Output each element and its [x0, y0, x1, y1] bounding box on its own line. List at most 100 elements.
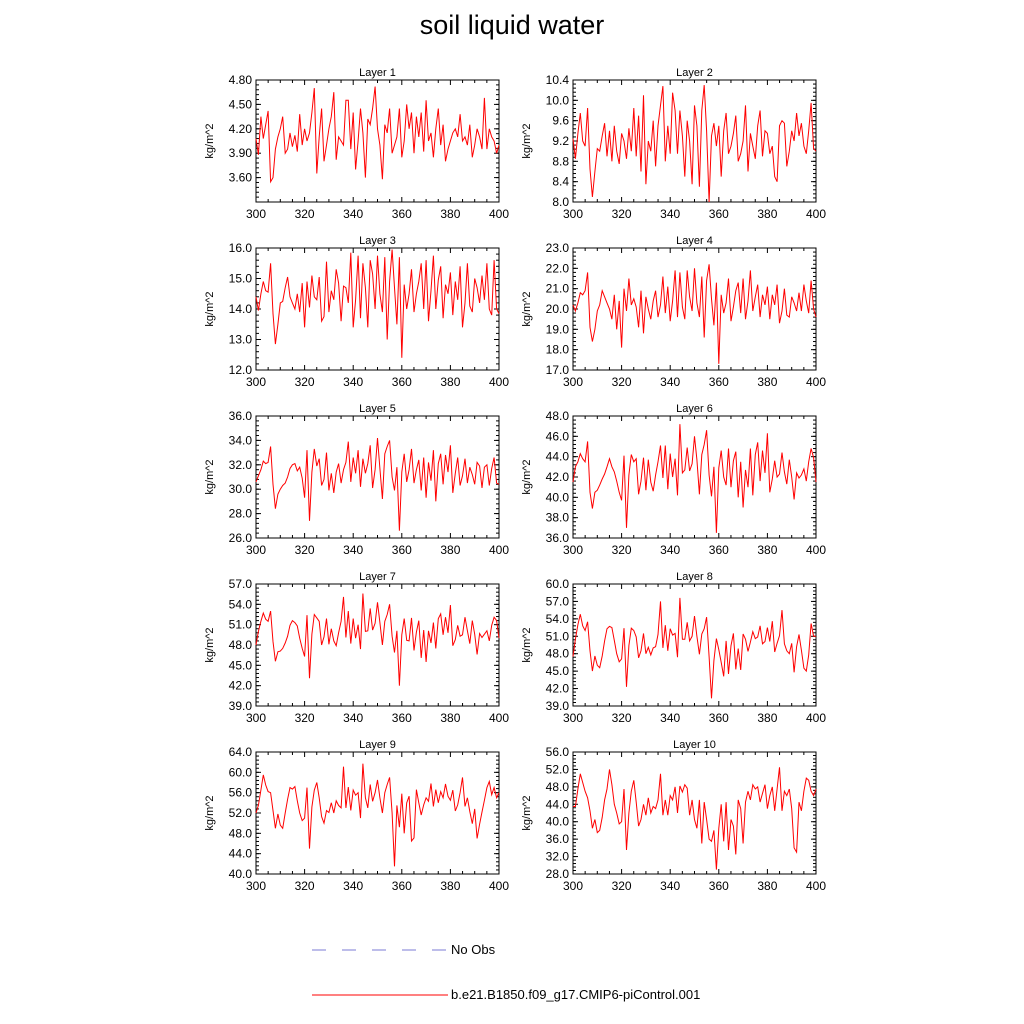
y-tick-label: 57.0: [546, 594, 570, 608]
x-tick-label: 400: [489, 879, 509, 893]
x-tick-label: 300: [563, 375, 583, 389]
x-tick-label: 380: [440, 543, 460, 557]
y-axis-label: kg/m^2: [204, 291, 216, 326]
series-line: [255, 593, 500, 686]
legend-label-model: b.e21.B1850.f09_g17.CMIP6-piControl.001: [451, 987, 700, 1002]
y-tick-label: 26.0: [229, 531, 253, 545]
y-tick-label: 48.0: [546, 409, 570, 423]
series-line: [572, 85, 817, 203]
y-tick-label: 48.0: [229, 638, 253, 652]
panel-title: Layer 8: [676, 571, 713, 583]
panel-6: Layer 6 kg/m^2 300 320 340 360 380 400 36.0 38.0 4…: [521, 403, 826, 557]
x-tick-label: 300: [563, 207, 583, 221]
x-tick-label: 320: [612, 879, 632, 893]
plot-frame: [255, 751, 500, 875]
x-tick-label: 360: [709, 711, 729, 725]
panel-3: Layer 3 kg/m^2 300 320 340 360 380 400 12.0 13.0 1…: [204, 235, 509, 389]
panel-title: Layer 1: [359, 67, 396, 79]
x-tick-label: 380: [757, 879, 777, 893]
y-axis-label: kg/m^2: [204, 123, 216, 158]
x-tick-label: 380: [440, 207, 460, 221]
series-line: [572, 264, 817, 364]
y-axis-label: kg/m^2: [521, 459, 533, 494]
y-tick-label: 9.2: [552, 134, 569, 148]
x-tick-label: 320: [295, 879, 315, 893]
panel-title: Layer 7: [359, 571, 396, 583]
y-tick-label: 10.4: [546, 73, 570, 87]
x-tick-label: 340: [343, 711, 363, 725]
y-tick-label: 21.0: [546, 282, 570, 296]
x-tick-label: 320: [295, 207, 315, 221]
x-tick-label: 360: [392, 207, 412, 221]
y-tick-label: 40.0: [546, 490, 570, 504]
panel-9: Layer 9 kg/m^2 300 320 340 360 380 400 40.0 44.0 4…: [204, 739, 509, 893]
series-line: [255, 437, 500, 531]
y-tick-label: 4.20: [229, 122, 253, 136]
legend-label-no-obs: No Obs: [451, 942, 496, 957]
x-tick-label: 320: [295, 543, 315, 557]
series-line: [572, 597, 816, 699]
y-tick-label: 8.8: [552, 154, 569, 168]
y-axis-label: kg/m^2: [521, 123, 533, 158]
panel-2: Layer 2 kg/m^2 300 320 340 360 380 400 8.0 8.4 8.8…: [521, 67, 826, 221]
x-tick-label: 400: [806, 543, 826, 557]
y-tick-label: 12.0: [229, 363, 253, 377]
x-tick-label: 380: [757, 543, 777, 557]
y-tick-label: 10.0: [546, 93, 570, 107]
x-tick-label: 380: [757, 207, 777, 221]
y-tick-label: 52.0: [546, 762, 570, 776]
x-tick-label: 360: [709, 207, 729, 221]
legend: No Obs b.e21.B1850.f09_g17.CMIP6-piContro…: [312, 942, 700, 1002]
x-tick-label: 360: [709, 375, 729, 389]
y-tick-label: 28.0: [546, 867, 570, 881]
y-tick-label: 46.0: [546, 429, 570, 443]
x-tick-label: 360: [709, 879, 729, 893]
y-axis-label: kg/m^2: [521, 627, 533, 662]
y-tick-label: 34.0: [229, 433, 253, 447]
x-tick-label: 360: [709, 543, 729, 557]
panel-title: Layer 6: [676, 403, 713, 415]
y-tick-label: 18.0: [546, 343, 570, 357]
x-tick-label: 380: [757, 375, 777, 389]
y-tick-label: 42.0: [546, 682, 570, 696]
y-tick-label: 28.0: [229, 507, 253, 521]
panel-title: Layer 10: [673, 739, 716, 751]
series-line: [255, 86, 500, 184]
figure-title: soil liquid water: [419, 10, 605, 40]
y-tick-label: 51.0: [546, 629, 570, 643]
x-tick-label: 360: [392, 711, 412, 725]
x-tick-label: 400: [806, 375, 826, 389]
y-tick-label: 48.0: [229, 826, 253, 840]
y-tick-label: 42.0: [229, 679, 253, 693]
y-axis-label: kg/m^2: [204, 459, 216, 494]
x-tick-label: 300: [246, 711, 266, 725]
y-tick-label: 52.0: [229, 806, 253, 820]
x-tick-label: 360: [392, 543, 412, 557]
x-tick-label: 340: [343, 879, 363, 893]
x-tick-label: 300: [563, 543, 583, 557]
y-tick-label: 45.0: [229, 658, 253, 672]
panel-title: Layer 3: [359, 235, 396, 247]
x-tick-label: 360: [392, 375, 412, 389]
x-tick-label: 320: [295, 375, 315, 389]
y-tick-label: 48.0: [546, 780, 570, 794]
x-tick-label: 320: [612, 711, 632, 725]
x-tick-label: 300: [246, 207, 266, 221]
y-tick-label: 14.0: [229, 302, 253, 316]
panel-title: Layer 2: [676, 67, 713, 79]
x-tick-label: 340: [343, 207, 363, 221]
x-tick-label: 400: [489, 207, 509, 221]
x-tick-label: 340: [660, 543, 680, 557]
series-line: [572, 424, 817, 533]
y-tick-label: 3.90: [229, 146, 253, 160]
y-tick-label: 36.0: [229, 409, 253, 423]
y-axis-label: kg/m^2: [204, 795, 216, 830]
x-tick-label: 320: [612, 543, 632, 557]
x-tick-label: 340: [343, 543, 363, 557]
y-tick-label: 32.0: [546, 850, 570, 864]
y-tick-label: 40.0: [546, 815, 570, 829]
panel-title: Layer 5: [359, 403, 396, 415]
panel-title: Layer 9: [359, 739, 396, 751]
y-tick-label: 39.0: [229, 699, 253, 713]
x-tick-label: 300: [563, 711, 583, 725]
